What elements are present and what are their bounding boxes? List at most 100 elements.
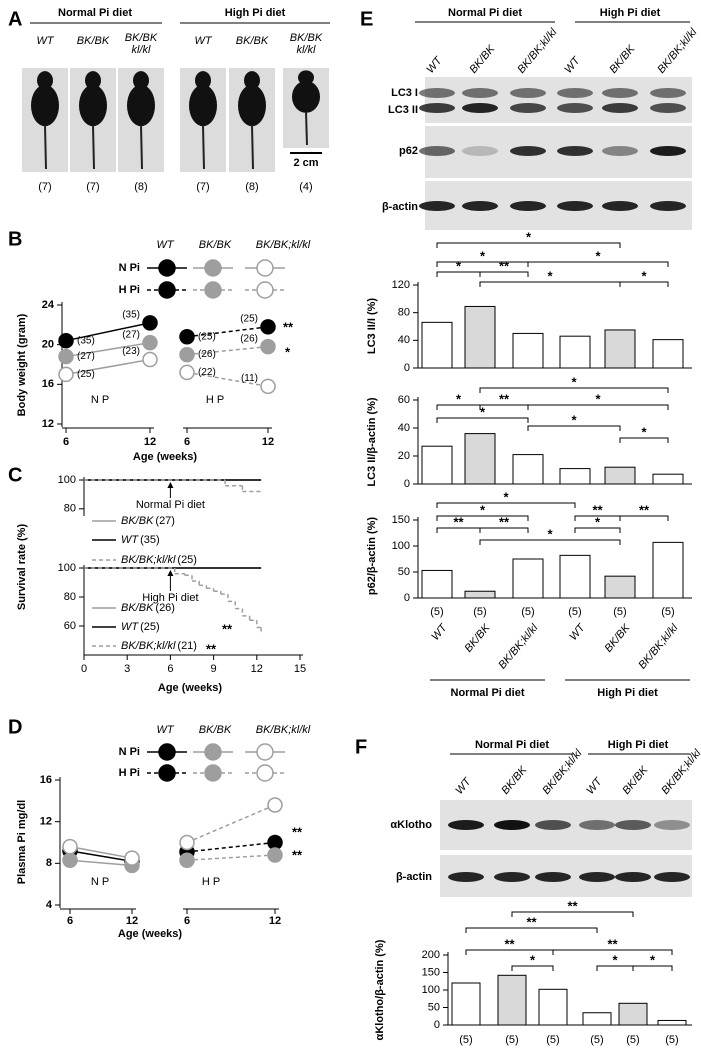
x-tick-label: 3 (124, 663, 130, 675)
legend-name: BK/BK;kl/kl (121, 554, 176, 566)
mouse-head (298, 70, 314, 85)
legend-marker (158, 743, 176, 761)
bracket (436, 242, 621, 248)
significance: * (571, 374, 577, 389)
significance: * (526, 229, 532, 244)
genotype-label: BK/BK (236, 35, 269, 47)
y-tick-label: 60 (64, 620, 76, 632)
genotype-label: BK/BK (125, 32, 158, 44)
bar (538, 988, 568, 1026)
blot-band (557, 103, 593, 113)
y-axis-label: p62/β-actin (%) (366, 517, 378, 596)
significance: ** (292, 847, 303, 862)
category-label: WT (429, 621, 450, 643)
bar (512, 454, 544, 485)
bar (421, 321, 453, 369)
blot-band (557, 88, 593, 98)
legend-row-label: H Pi (119, 767, 140, 779)
blot-band (602, 88, 638, 98)
y-tick-label: 0 (404, 478, 410, 490)
x-tick-label: 6 (67, 915, 73, 927)
x-tick-label: 12 (144, 436, 156, 448)
point (142, 334, 158, 351)
point (142, 315, 158, 331)
blot-band (602, 201, 638, 211)
bar (421, 569, 453, 599)
mouse-head (85, 71, 101, 90)
bracket (479, 387, 669, 393)
series-line (186, 841, 276, 853)
legend-name: WT (121, 621, 139, 633)
n-label: (11) (241, 373, 258, 384)
significance: ** (453, 514, 464, 529)
bracket (436, 515, 529, 521)
significance: * (480, 502, 486, 517)
legend-marker (158, 281, 176, 299)
n-label: (35) (77, 335, 95, 346)
x-axis-label: Age (weeks) (133, 451, 198, 463)
mouse-body (292, 80, 320, 113)
annotation: High Pi diet (142, 592, 198, 604)
significance: * (456, 258, 462, 273)
legend-marker (256, 743, 274, 761)
blot-band (510, 201, 546, 211)
legend-header: BK/BK;kl/kl (256, 724, 311, 736)
bar (652, 473, 684, 485)
mouse-tail (305, 111, 308, 146)
x-tick-label: 0 (81, 663, 87, 675)
significance: * (595, 391, 601, 406)
n-label: (22) (198, 367, 216, 378)
y-tick-label: 50 (398, 566, 410, 578)
x-tick-label: 12 (251, 663, 263, 675)
lane-label: WT (424, 54, 445, 76)
legend-header: WT (156, 239, 174, 251)
category-label: BK/BK;kl/kl (636, 622, 681, 672)
significance: * (480, 404, 486, 419)
bracket (436, 417, 529, 423)
y-tick-label: 0 (434, 1019, 440, 1031)
n-label: (26) (240, 333, 258, 344)
legend-name: BK/BK (121, 515, 154, 527)
bracket (479, 527, 529, 533)
n-label: (5) (661, 606, 674, 618)
significance: * (650, 952, 656, 967)
blot (425, 77, 692, 123)
y-tick-label: 80 (64, 503, 76, 515)
bar (497, 974, 527, 1026)
bar (582, 1012, 612, 1026)
mouse-body (31, 84, 59, 127)
mouse-body (189, 84, 217, 127)
legend-marker (158, 259, 176, 277)
n-label: (5) (473, 606, 486, 618)
legend-name: WT (121, 534, 139, 546)
bracket (527, 425, 621, 431)
blot-band (650, 146, 686, 156)
lane-label: BK/BK;kl/kl (655, 26, 700, 76)
legend-count: (25) (177, 554, 197, 566)
category-label: WT (567, 621, 588, 643)
group-label: N P (91, 394, 109, 406)
n-label: (5) (430, 606, 443, 618)
significance: * (571, 412, 577, 427)
mouse-body (127, 84, 155, 127)
blot-band (510, 103, 546, 113)
blot-label: αKlotho (390, 819, 432, 831)
x-tick-label: 6 (63, 436, 69, 448)
significance: * (547, 526, 553, 541)
y-tick-label: 150 (422, 966, 440, 978)
bar (464, 433, 496, 485)
panel-label: E (360, 8, 373, 30)
x-tick-label: 6 (167, 663, 173, 675)
group-label: High Pi diet (597, 687, 658, 699)
point (62, 852, 78, 868)
y-tick-label: 16 (42, 378, 54, 390)
bracket (479, 271, 529, 277)
x-tick-label: 15 (294, 663, 306, 675)
point (58, 332, 74, 349)
legend-label: WT (25) (121, 621, 160, 633)
group-header: Normal Pi diet (448, 7, 522, 19)
blot-label: β-actin (396, 871, 432, 883)
legend-count: (35) (140, 534, 160, 546)
bracket (511, 911, 634, 917)
